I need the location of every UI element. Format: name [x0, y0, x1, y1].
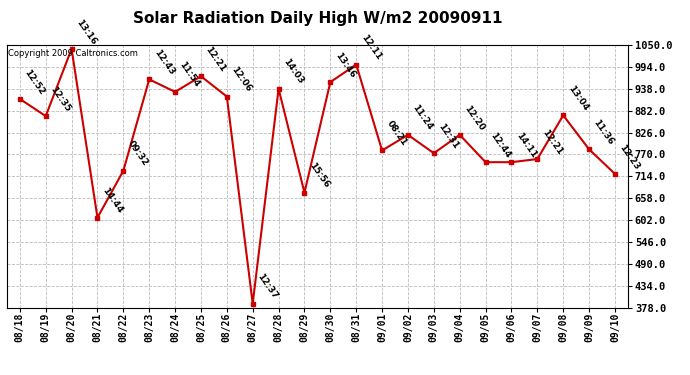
Text: 14:44: 14:44: [100, 186, 124, 215]
Text: 12:20: 12:20: [462, 104, 486, 132]
Text: 15:56: 15:56: [307, 161, 331, 190]
Text: 11:36: 11:36: [592, 118, 615, 147]
Text: 14:03: 14:03: [282, 57, 305, 86]
Text: 12:44: 12:44: [489, 130, 512, 159]
Text: 11:54: 11:54: [178, 60, 201, 89]
Text: 13:16: 13:16: [75, 18, 98, 46]
Text: 12:21: 12:21: [204, 45, 228, 74]
Text: 12:21: 12:21: [540, 128, 564, 156]
Text: 13:46: 13:46: [333, 51, 357, 80]
Text: 12:06: 12:06: [230, 65, 253, 94]
Text: Solar Radiation Daily High W/m2 20090911: Solar Radiation Daily High W/m2 20090911: [132, 11, 502, 26]
Text: 12:37: 12:37: [255, 272, 279, 301]
Text: 12:23: 12:23: [618, 142, 642, 171]
Text: 09:32: 09:32: [126, 140, 150, 168]
Text: 11:24: 11:24: [411, 104, 435, 132]
Text: 12:43: 12:43: [152, 48, 176, 76]
Text: 12:11: 12:11: [359, 33, 383, 62]
Text: Copyright 2009 Caltronics.com: Copyright 2009 Caltronics.com: [8, 49, 138, 58]
Text: 12:52: 12:52: [23, 68, 46, 96]
Text: 12:35: 12:35: [48, 85, 72, 113]
Text: 08:21: 08:21: [385, 119, 408, 148]
Text: 12:31: 12:31: [437, 122, 460, 150]
Text: 13:04: 13:04: [566, 84, 590, 112]
Text: 14:11: 14:11: [514, 131, 538, 159]
